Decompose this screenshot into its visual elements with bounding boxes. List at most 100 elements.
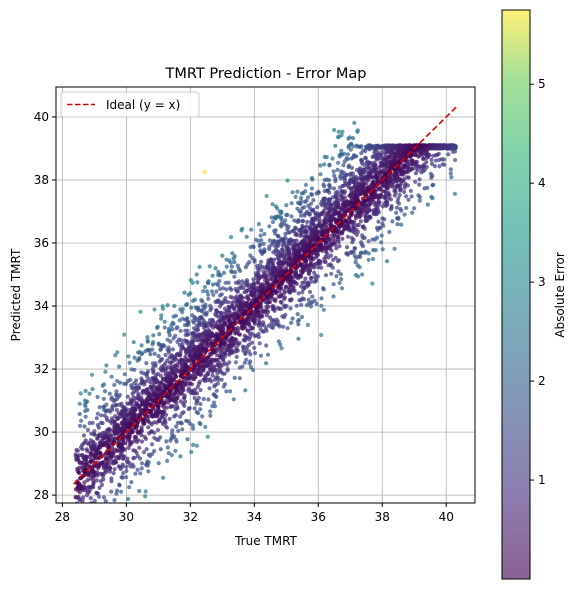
scatter-point bbox=[183, 354, 188, 359]
scatter-point bbox=[88, 496, 93, 501]
scatter-point bbox=[235, 263, 240, 268]
scatter-point bbox=[124, 464, 129, 469]
scatter-point bbox=[298, 213, 304, 218]
scatter-point bbox=[163, 352, 168, 358]
scatter-point bbox=[333, 190, 338, 196]
scatter-point bbox=[191, 326, 197, 331]
scatter-point bbox=[305, 195, 311, 200]
scatter-point bbox=[114, 491, 119, 496]
scatter-point bbox=[243, 338, 248, 343]
scatter-point bbox=[321, 182, 326, 187]
scatter-point bbox=[206, 296, 211, 301]
scatter-point bbox=[252, 321, 257, 326]
scatter-point bbox=[177, 358, 182, 363]
scatter-point bbox=[264, 313, 269, 318]
scatter-point bbox=[261, 241, 266, 247]
scatter-point bbox=[267, 244, 272, 249]
scatter-point bbox=[131, 439, 137, 444]
scatter-point bbox=[201, 304, 206, 309]
scatter-point bbox=[84, 447, 89, 452]
scatter-point bbox=[255, 277, 260, 282]
scatter-point bbox=[95, 491, 100, 496]
scatter-point bbox=[349, 156, 354, 161]
scatter-point bbox=[173, 391, 178, 396]
scatter-point bbox=[380, 150, 385, 155]
scatter-point bbox=[173, 363, 178, 368]
scatter-point bbox=[165, 337, 170, 342]
scatter-point bbox=[319, 296, 324, 301]
scatter-point bbox=[135, 439, 140, 444]
scatter-point bbox=[155, 427, 161, 433]
scatter-point bbox=[121, 471, 126, 476]
scatter-point bbox=[402, 189, 407, 195]
scatter-point bbox=[190, 423, 195, 428]
scatter-point bbox=[145, 463, 150, 468]
scatter-point bbox=[146, 425, 151, 430]
scatter-point bbox=[190, 331, 195, 336]
scatter-point bbox=[390, 219, 395, 224]
scatter-point bbox=[244, 295, 249, 300]
scatter-point bbox=[122, 372, 127, 377]
scatter-point bbox=[139, 433, 144, 438]
scatter-point bbox=[143, 436, 148, 441]
scatter-point bbox=[73, 452, 78, 457]
scatter-point bbox=[194, 391, 200, 396]
scatter-point bbox=[325, 240, 330, 245]
scatter-point bbox=[128, 441, 134, 446]
scatter-point bbox=[289, 270, 294, 275]
scatter-point bbox=[167, 416, 172, 421]
scatter-point bbox=[176, 337, 182, 342]
scatter-point bbox=[336, 258, 342, 263]
scatter-point bbox=[196, 411, 201, 416]
scatter-point bbox=[170, 347, 175, 352]
scatter-point bbox=[441, 157, 447, 162]
scatter-point bbox=[218, 293, 223, 298]
scatter-point bbox=[289, 320, 294, 325]
scatter-point bbox=[334, 246, 339, 251]
scatter-point bbox=[152, 430, 157, 435]
scatter-point bbox=[310, 216, 315, 221]
scatter-point bbox=[129, 367, 134, 372]
scatter-point bbox=[80, 498, 85, 503]
scatter-point bbox=[80, 488, 85, 493]
scatter-point bbox=[342, 159, 347, 164]
scatter-point bbox=[356, 222, 361, 228]
scatter-point bbox=[367, 208, 372, 213]
scatter-point bbox=[322, 189, 327, 194]
scatter-point bbox=[206, 355, 211, 360]
scatter-point bbox=[394, 210, 399, 215]
scatter-point bbox=[337, 244, 342, 249]
scatter-point bbox=[342, 179, 347, 184]
scatter-point bbox=[314, 255, 319, 260]
scatter-point bbox=[258, 242, 263, 247]
scatter-point bbox=[387, 229, 392, 235]
scatter-point bbox=[244, 278, 249, 283]
scatter-point bbox=[184, 378, 189, 384]
scatter-point bbox=[339, 231, 344, 236]
scatter-point bbox=[413, 171, 418, 176]
scatter-point bbox=[103, 499, 108, 503]
scatter-point bbox=[118, 466, 123, 472]
scatter-point bbox=[177, 318, 182, 323]
scatter-point bbox=[385, 186, 390, 191]
scatter-point bbox=[193, 387, 198, 392]
scatter-point bbox=[354, 167, 359, 173]
scatter-point bbox=[135, 467, 140, 472]
scatter-point bbox=[349, 165, 355, 170]
scatter-point bbox=[345, 234, 351, 239]
scatter-point bbox=[299, 314, 305, 320]
scatter-point bbox=[305, 284, 310, 289]
scatter-point bbox=[137, 356, 142, 361]
scatter-point bbox=[309, 192, 314, 197]
scatter-point bbox=[354, 232, 359, 237]
scatter-point bbox=[146, 460, 151, 465]
scatter-point bbox=[91, 485, 96, 490]
scatter-point bbox=[233, 270, 238, 275]
scatter-point bbox=[136, 391, 141, 397]
scatter-point bbox=[231, 311, 236, 316]
scatter-point bbox=[236, 266, 241, 271]
scatter-point bbox=[234, 354, 239, 359]
scatter-point bbox=[323, 273, 329, 278]
scatter-point bbox=[351, 249, 356, 255]
